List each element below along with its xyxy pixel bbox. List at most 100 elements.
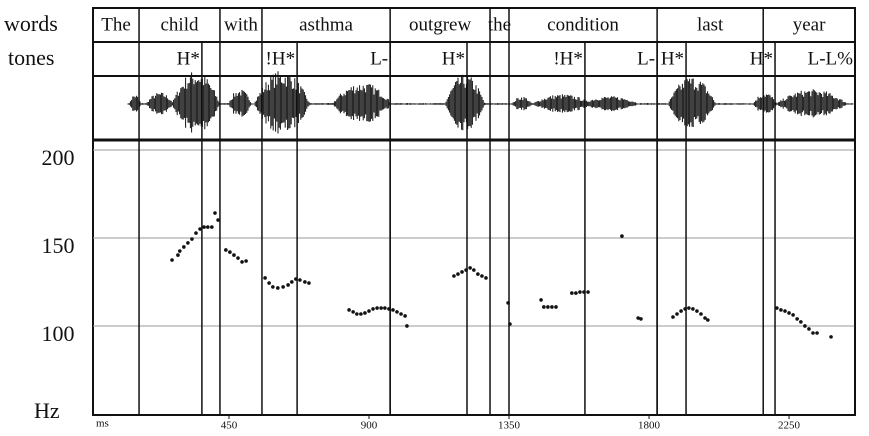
pitch-point	[699, 312, 703, 316]
x-tick-label: 450	[221, 420, 238, 432]
pitch-point	[198, 227, 202, 231]
pitch-point	[506, 301, 510, 305]
pitch-point	[554, 305, 558, 309]
pitch-point	[464, 268, 468, 272]
pitch-point	[687, 306, 691, 310]
pitch-point	[620, 234, 624, 238]
tone-label: L-	[370, 48, 388, 69]
x-tick-label: 900	[361, 420, 378, 432]
pitch-point	[213, 211, 217, 215]
pitch-point	[484, 276, 488, 280]
pitch-point	[224, 248, 228, 252]
tone-label: !H*	[553, 48, 583, 69]
word-label: year	[793, 14, 826, 35]
word-label: child	[160, 14, 198, 35]
pitch-point	[210, 225, 214, 229]
pitch-point	[791, 313, 795, 317]
pitch-point	[636, 316, 640, 320]
x-axis-label: ms	[96, 418, 109, 430]
tone-label: H*	[442, 48, 465, 69]
pitch-point	[803, 324, 807, 328]
pitch-point	[829, 335, 833, 339]
pitch-point	[355, 312, 359, 316]
x-tick-label: 1350	[498, 420, 521, 432]
tone-label: !H*	[266, 48, 296, 69]
pitch-point	[232, 253, 236, 257]
pitch-point	[550, 305, 554, 309]
pitch-point	[347, 308, 351, 312]
pitch-point	[586, 290, 590, 294]
pitch-point	[578, 290, 582, 294]
pitch-point	[228, 250, 232, 254]
word-label: condition	[547, 14, 619, 35]
pitch-point	[639, 317, 643, 321]
pitch-point	[807, 327, 811, 331]
pitch-point	[176, 253, 180, 257]
pitch-point	[703, 316, 707, 320]
pitch-point	[194, 231, 198, 235]
word-label: last	[697, 14, 724, 35]
pitch-point	[206, 225, 210, 229]
pitch-point	[460, 270, 464, 274]
pitch-point	[405, 324, 409, 328]
waveform	[127, 71, 854, 134]
pitch-point	[476, 272, 480, 276]
pitch-point	[546, 305, 550, 309]
pitch-point	[574, 291, 578, 295]
pitch-point	[271, 285, 275, 289]
pitch-point	[294, 277, 298, 281]
pitch-point	[395, 310, 399, 314]
pitch-point	[472, 268, 476, 272]
x-tick-label: 2250	[778, 420, 801, 432]
pitch-point	[783, 309, 787, 313]
pitch-point	[468, 266, 472, 270]
pitch-point	[775, 306, 779, 310]
words-label: words	[4, 11, 58, 36]
tone-label: H*	[750, 48, 773, 69]
pitch-point	[371, 307, 375, 311]
pitch-point	[508, 322, 512, 326]
pitch-point	[456, 272, 460, 276]
pitch-point	[359, 312, 363, 316]
pitch-point	[276, 286, 280, 290]
pitch-point	[351, 310, 355, 314]
pitch-point	[303, 280, 307, 284]
pitch-point	[683, 307, 687, 311]
pitch-point	[240, 260, 244, 264]
pitch-point	[298, 278, 302, 282]
pitch-point	[815, 331, 819, 335]
y-tick-label: 200	[42, 145, 75, 170]
pitch-point	[383, 306, 387, 310]
pitch-point	[281, 285, 285, 289]
pitch-point	[267, 281, 271, 285]
tone-label: H*	[661, 48, 684, 69]
y-axis-label: Hz	[34, 398, 60, 423]
pitch-point	[182, 245, 186, 249]
pitch-point	[582, 290, 586, 294]
pitch-point	[363, 311, 367, 315]
tones-label: tones	[8, 45, 54, 70]
pitch-point	[706, 318, 710, 322]
pitch-point	[216, 218, 220, 222]
pitch-point	[691, 307, 695, 311]
pitch-point	[779, 308, 783, 312]
pitch-point	[787, 311, 791, 315]
pitch-point	[290, 280, 294, 284]
pitch-point	[679, 309, 683, 313]
pitch-point	[675, 312, 679, 316]
tone-label: L-L%	[808, 48, 854, 69]
pitch-point	[379, 306, 383, 310]
word-label: outgrew	[409, 14, 472, 35]
pitch-point	[539, 298, 543, 302]
pitch-point	[170, 258, 174, 262]
pitch-point	[307, 281, 311, 285]
tone-label: L-	[637, 48, 655, 69]
pitch-point	[178, 249, 182, 253]
pitch-point	[263, 276, 267, 280]
y-tick-label: 150	[42, 233, 75, 258]
frame	[92, 7, 856, 416]
pitch-point	[695, 309, 699, 313]
pitch-point	[367, 309, 371, 313]
pitch-point	[286, 283, 290, 287]
